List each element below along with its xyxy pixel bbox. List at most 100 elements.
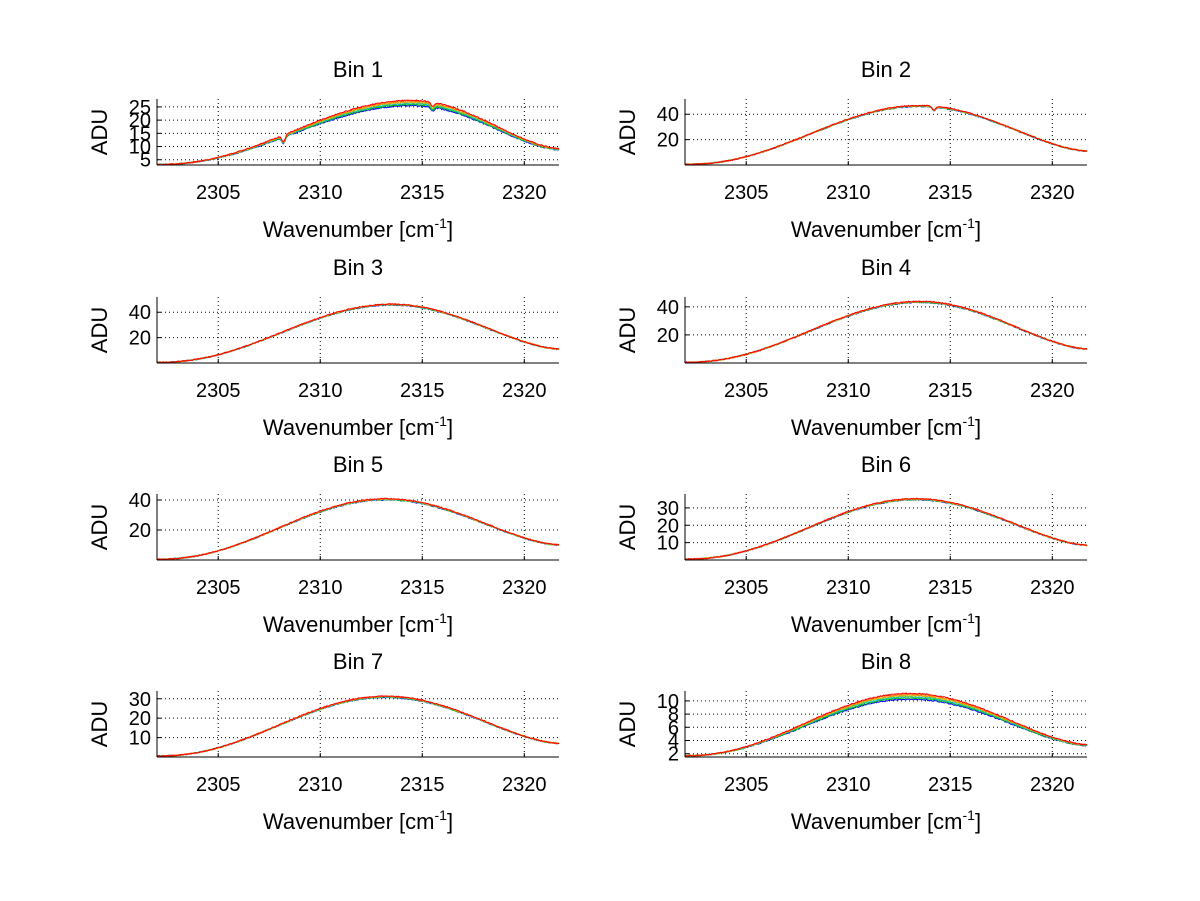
x-tick-label: 2320	[502, 182, 547, 204]
subplot-title: Bin 1	[333, 57, 383, 82]
x-tick-label: 2305	[724, 182, 769, 204]
y-axis-label: ADU	[87, 504, 112, 550]
y-tick-label: 10	[129, 728, 151, 750]
x-tick-label: 2315	[928, 380, 973, 402]
x-axis-label: Wavenumber [cm-1]	[263, 610, 453, 637]
x-axis-label: Wavenumber [cm-1]	[263, 807, 453, 834]
y-tick-label: 20	[657, 325, 679, 347]
x-tick-label: 2305	[724, 577, 769, 599]
series-line-6	[684, 300, 1088, 364]
y-tick-label: 20	[129, 110, 151, 132]
subplot-title: Bin 5	[333, 452, 383, 477]
series-line-1	[156, 104, 560, 166]
series-line-6	[684, 104, 1088, 166]
y-axis-label: ADU	[615, 504, 640, 550]
y-tick-label: 40	[129, 302, 151, 324]
x-tick-label: 2310	[298, 380, 343, 402]
x-axis-label: Wavenumber [cm-1]	[263, 215, 453, 242]
y-tick-label: 15	[129, 123, 151, 145]
x-tick-label: 2305	[196, 774, 241, 796]
y-axis-label: ADU	[87, 701, 112, 747]
x-axis-label: Wavenumber [cm-1]	[263, 413, 453, 440]
x-tick-label: 2305	[724, 380, 769, 402]
y-tick-label: 20	[657, 130, 679, 152]
subplot-title: Bin 2	[861, 57, 911, 82]
y-tick-label: 20	[657, 515, 679, 537]
x-axis-label: Wavenumber [cm-1]	[791, 215, 981, 242]
x-tick-label: 2320	[1030, 577, 1075, 599]
y-tick-label: 10	[129, 137, 151, 159]
y-tick-label: 25	[129, 97, 151, 119]
y-tick-label: 5	[140, 150, 151, 172]
y-tick-label: 20	[129, 708, 151, 730]
subplot-3: Bin 3 2305 2310 2315 2320 20 40 Wavenumber [cm-…	[87, 255, 560, 440]
y-axis-label: ADU	[615, 307, 640, 353]
x-tick-label: 2320	[1030, 380, 1075, 402]
x-tick-label: 2305	[196, 182, 241, 204]
y-tick-label: 40	[129, 490, 151, 512]
x-tick-label: 2305	[196, 577, 241, 599]
y-tick-label: 4	[668, 731, 679, 753]
x-tick-label: 2310	[298, 182, 343, 204]
series-line-6	[157, 497, 560, 561]
series-line-5	[684, 693, 1088, 757]
y-tick-label: 10	[657, 691, 679, 713]
series-line-6	[684, 497, 1088, 561]
subplot-title: Bin 3	[333, 255, 383, 280]
y-tick-label: 30	[129, 689, 151, 711]
x-axis-label: Wavenumber [cm-1]	[791, 807, 981, 834]
y-tick-label: 6	[668, 717, 679, 739]
x-tick-label: 2310	[298, 577, 343, 599]
x-tick-label: 2310	[826, 182, 871, 204]
y-tick-label: 20	[129, 328, 151, 350]
x-tick-label: 2310	[826, 577, 871, 599]
x-tick-label: 2320	[502, 380, 547, 402]
y-tick-label: 20	[129, 520, 151, 542]
series-line-6	[156, 99, 560, 166]
x-tick-label: 2320	[1030, 182, 1075, 204]
subplot-title: Bin 4	[861, 255, 911, 280]
x-tick-label: 2320	[502, 774, 547, 796]
y-tick-label: 40	[657, 104, 679, 126]
subplot-title: Bin 8	[861, 649, 911, 674]
x-tick-label: 2315	[400, 774, 445, 796]
subplot-title: Bin 7	[333, 649, 383, 674]
x-axis-label: Wavenumber [cm-1]	[791, 413, 981, 440]
x-tick-label: 2310	[826, 380, 871, 402]
x-tick-label: 2315	[928, 182, 973, 204]
x-tick-label: 2310	[298, 774, 343, 796]
x-tick-label: 2315	[400, 182, 445, 204]
y-tick-label: 2	[668, 744, 679, 766]
x-tick-label: 2305	[196, 380, 241, 402]
x-tick-label: 2320	[1030, 774, 1075, 796]
y-axis-label: ADU	[87, 109, 112, 155]
y-axis-label: ADU	[87, 307, 112, 353]
series-line-2	[156, 103, 560, 166]
y-tick-label: 8	[668, 704, 679, 726]
x-tick-label: 2315	[400, 380, 445, 402]
x-axis-label: Wavenumber [cm-1]	[791, 610, 981, 637]
y-tick-label: 10	[657, 533, 679, 555]
y-axis-label: ADU	[615, 109, 640, 155]
y-tick-label: 40	[657, 297, 679, 319]
y-axis-label: ADU	[615, 701, 640, 747]
series-line-6	[684, 692, 1088, 757]
x-tick-label: 2320	[502, 577, 547, 599]
x-tick-label: 2315	[928, 774, 973, 796]
y-tick-label: 30	[657, 498, 679, 520]
series-line-6	[156, 303, 560, 364]
x-tick-label: 2315	[928, 577, 973, 599]
x-tick-label: 2305	[724, 774, 769, 796]
x-tick-label: 2315	[400, 577, 445, 599]
subplot-title: Bin 6	[861, 452, 911, 477]
subplot-2: Bin 2 2305 2310 2315 2320 20 40 Wavenumber [cm-…	[615, 57, 1088, 242]
series-line-6	[156, 695, 559, 757]
x-tick-label: 2310	[826, 774, 871, 796]
subplot-4: Bin 4 2305 2310 2315 2320 20 40 Wavenumber [cm-…	[615, 255, 1088, 440]
